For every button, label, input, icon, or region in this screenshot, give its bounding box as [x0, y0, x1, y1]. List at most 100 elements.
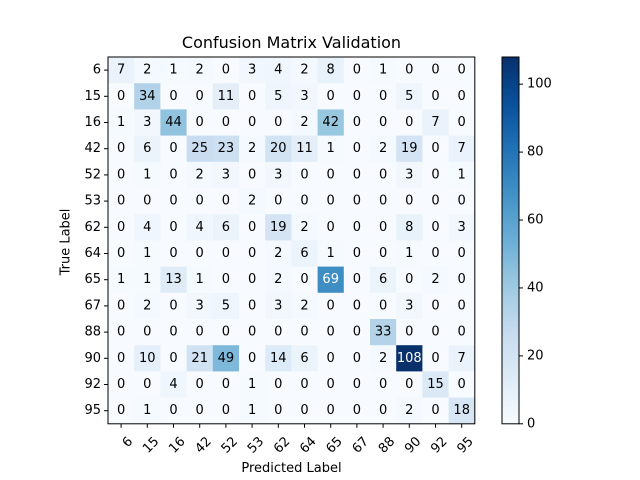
heatmap-cell [265, 188, 292, 215]
heatmap-cell [265, 371, 292, 399]
heatmap-cell [370, 109, 397, 137]
heatmap-cell [134, 319, 161, 346]
cell-value-label: 0 [379, 167, 387, 182]
heatmap-cell [108, 397, 135, 425]
cell-value-label: 0 [431, 167, 439, 182]
heatmap-cell [186, 109, 214, 137]
x-tick-label: 90 [402, 434, 424, 456]
cell-value-label: 0 [222, 325, 230, 340]
cell-value-label: 4 [143, 220, 151, 235]
heatmap-cell [265, 109, 292, 137]
heatmap-cell [396, 135, 423, 163]
heatmap-cell [108, 83, 135, 110]
cell-value-label: 0 [431, 141, 439, 156]
cell-value-label: 2 [274, 272, 282, 287]
cell-value-label: 69 [322, 272, 339, 287]
cell-value-label: 0 [169, 167, 177, 182]
heatmap-cell [422, 319, 450, 346]
cell-value-label: 19 [401, 141, 418, 156]
cell-value-label: 0 [458, 194, 466, 209]
heatmap-cell [239, 266, 266, 294]
x-tick-label: 6 [120, 434, 136, 450]
y-tick-label: 90 [84, 351, 101, 366]
cell-value-label: 0 [327, 403, 335, 418]
heatmap-cell [448, 135, 476, 163]
y-tick-label: 88 [84, 325, 101, 340]
heatmap-cell [396, 345, 423, 372]
y-tick-label: 42 [84, 141, 101, 156]
heatmap-cell [239, 135, 266, 163]
cell-value-label: 1 [117, 115, 125, 130]
cell-value-label: 0 [458, 115, 466, 130]
heatmap-cell [448, 109, 476, 137]
heatmap-cell [317, 135, 345, 163]
cell-value-label: 3 [300, 89, 308, 104]
cell-value-label: 0 [169, 325, 177, 340]
cell-value-label: 0 [117, 351, 125, 366]
cell-value-label: 0 [248, 298, 256, 313]
cell-value-label: 0 [353, 298, 361, 313]
cell-value-label: 0 [327, 167, 335, 182]
heatmap-cell [186, 292, 214, 320]
cell-value-label: 0 [169, 141, 177, 156]
cell-value-label: 0 [300, 403, 308, 418]
cell-value-label: 2 [431, 272, 439, 287]
heatmap-cell [186, 266, 214, 294]
cell-value-label: 0 [169, 351, 177, 366]
cell-value-label: 0 [274, 325, 282, 340]
heatmap-cell [317, 345, 345, 372]
cell-value-label: 0 [405, 115, 413, 130]
heatmap-cell [343, 397, 371, 425]
cell-value-label: 0 [458, 272, 466, 287]
heatmap-cell [343, 345, 371, 372]
cell-value-label: 49 [218, 351, 235, 366]
heatmap-cell [108, 214, 135, 241]
cell-value-label: 3 [143, 115, 151, 130]
heatmap-cell [291, 371, 319, 399]
cell-value-label: 34 [139, 89, 156, 104]
heatmap-cell [212, 83, 240, 110]
heatmap-cell [186, 161, 214, 189]
cell-value-label: 0 [405, 272, 413, 287]
heatmap-cell [265, 397, 292, 425]
heatmap-cell [370, 345, 397, 372]
heatmap-cell [370, 57, 397, 84]
cell-value-label: 0 [169, 220, 177, 235]
heatmap-cell [291, 135, 319, 163]
cell-value-label: 0 [431, 89, 439, 104]
heatmap-cell [448, 57, 476, 84]
heatmap-cell [265, 266, 292, 294]
heatmap-cell [291, 57, 319, 84]
heatmap-cell [212, 397, 240, 425]
x-tick-label: 92 [428, 434, 450, 456]
heatmap-cell [239, 397, 266, 425]
cell-value-label: 3 [458, 220, 466, 235]
heatmap-cell [422, 188, 450, 215]
cell-value-label: 0 [431, 403, 439, 418]
heatmap-cell [186, 240, 214, 268]
heatmap-cell [160, 240, 188, 268]
y-tick-label: 52 [84, 167, 101, 182]
heatmap-cell [291, 83, 319, 110]
heatmap-cell [317, 109, 345, 137]
cell-value-label: 0 [274, 194, 282, 209]
cell-value-label: 0 [379, 115, 387, 130]
cell-value-label: 0 [431, 298, 439, 313]
heatmap-cell [370, 292, 397, 320]
cell-value-label: 0 [458, 246, 466, 261]
cell-value-label: 0 [222, 403, 230, 418]
cell-value-label: 2 [300, 63, 308, 78]
colorbar-tick-label: 100 [527, 77, 552, 92]
heatmap-cell [160, 319, 188, 346]
heatmap-cell [212, 266, 240, 294]
heatmap-cell [239, 371, 266, 399]
heatmap-cell [396, 371, 423, 399]
cell-value-label: 0 [353, 194, 361, 209]
cell-value-label: 0 [300, 377, 308, 392]
heatmap-cell [370, 161, 397, 189]
heatmap-cell [186, 319, 214, 346]
cell-value-label: 0 [196, 246, 204, 261]
cell-value-label: 2 [379, 141, 387, 156]
cell-value-label: 0 [353, 351, 361, 366]
